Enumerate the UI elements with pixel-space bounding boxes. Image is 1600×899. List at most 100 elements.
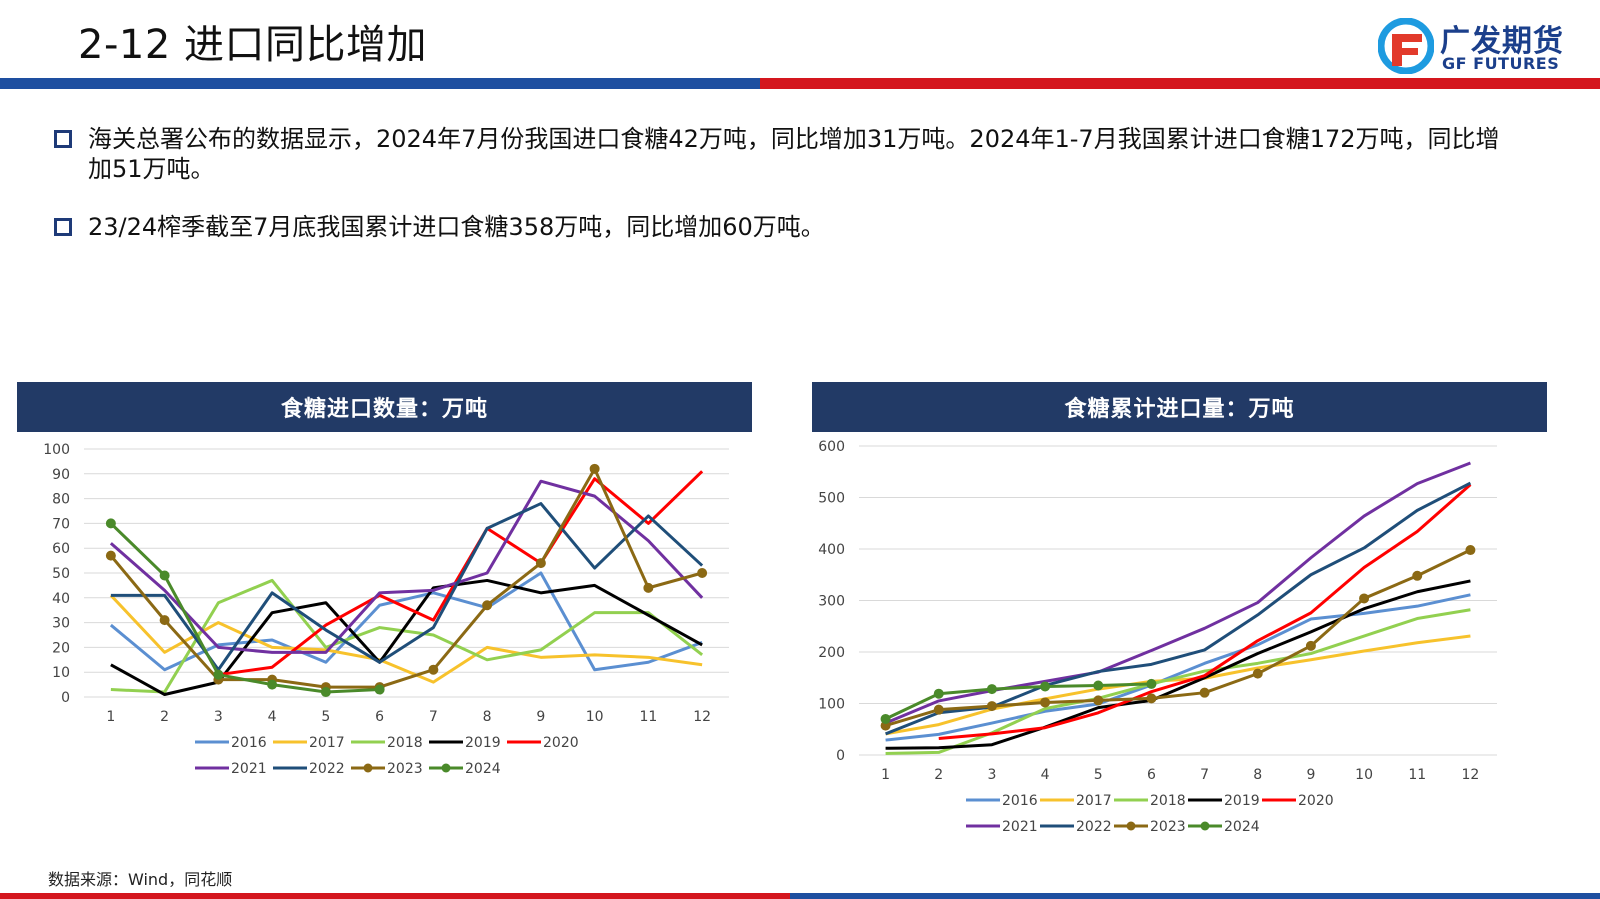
- data-point-2024: [880, 713, 891, 724]
- data-source-note: 数据来源：Wind，同花顺: [48, 870, 233, 889]
- x-tick-label: 7: [429, 709, 438, 725]
- bullet-list: 海关总署公布的数据显示，2024年7月份我国进口食糖42万吨，同比增加31万吨。…: [52, 124, 1502, 270]
- legend-label-2019: 2019: [465, 735, 501, 751]
- legend-marker-2024: [1200, 821, 1210, 831]
- bullet-square-icon: [54, 218, 72, 236]
- data-point-2023: [1093, 695, 1104, 706]
- data-point-2023: [986, 701, 997, 712]
- data-point-2023: [697, 568, 708, 578]
- legend-label-2024: 2024: [1224, 819, 1260, 835]
- bullet-item: 海关总署公布的数据显示，2024年7月份我国进口食糖42万吨，同比增加31万吨。…: [52, 124, 1502, 184]
- legend-label-2022: 2022: [1076, 819, 1112, 835]
- series-line-2020: [938, 483, 1472, 741]
- series-line-2018: [110, 578, 704, 694]
- x-tick-label: 8: [483, 709, 492, 725]
- data-point-2024: [320, 687, 331, 698]
- legend-label-2024: 2024: [465, 761, 501, 777]
- x-tick-label: 6: [375, 709, 384, 725]
- legend-label-2021: 2021: [231, 761, 267, 777]
- series-line-2021: [109, 479, 704, 654]
- data-point-2023: [643, 582, 654, 593]
- y-tick-label: 400: [818, 542, 845, 558]
- y-tick-label: 30: [52, 616, 70, 632]
- x-tick-label: 11: [639, 709, 657, 725]
- x-tick-label: 6: [1147, 767, 1156, 783]
- series-line-2021: [885, 461, 1471, 725]
- bullet-square-icon: [54, 130, 72, 148]
- y-tick-label: 10: [52, 665, 70, 681]
- data-point-2023: [428, 664, 439, 675]
- series-line-2019: [110, 578, 703, 697]
- y-tick-label: 0: [61, 690, 70, 706]
- legend-label-2021: 2021: [1002, 819, 1038, 835]
- series-line-2017: [109, 594, 703, 684]
- data-point-2023: [933, 704, 944, 715]
- x-tick-label: 2: [934, 767, 943, 783]
- y-tick-label: 50: [52, 566, 70, 582]
- data-point-2023: [1146, 693, 1157, 704]
- data-point-2024: [1146, 678, 1157, 689]
- data-point-2023: [1305, 640, 1316, 651]
- header-divider-red: [760, 78, 1600, 89]
- legend-label-2023: 2023: [1150, 819, 1186, 835]
- x-tick-label: 10: [1355, 767, 1373, 783]
- legend-label-2017: 2017: [1076, 793, 1112, 809]
- x-tick-label: 11: [1408, 767, 1426, 783]
- data-point-2023: [1252, 668, 1263, 679]
- data-point-2023: [105, 550, 116, 561]
- x-tick-label: 4: [1041, 767, 1050, 783]
- footer-divider-red: [0, 893, 790, 899]
- y-tick-label: 0: [836, 748, 845, 764]
- bullet-text: 海关总署公布的数据显示，2024年7月份我国进口食糖42万吨，同比增加31万吨。…: [88, 125, 1500, 183]
- y-tick-label: 100: [43, 442, 70, 458]
- logo-text-en: GF FUTURES: [1442, 54, 1560, 73]
- x-tick-label: 10: [586, 709, 604, 725]
- x-tick-label: 7: [1200, 767, 1209, 783]
- header-divider-blue: [0, 78, 760, 89]
- legend-label-2023: 2023: [387, 761, 423, 777]
- series-line-2019: [885, 579, 1471, 750]
- data-point-2023: [1465, 545, 1476, 556]
- legend-marker-2023: [1126, 821, 1136, 831]
- logo-text-cn: 广发期货: [1440, 24, 1564, 59]
- data-point-2024: [1040, 681, 1051, 692]
- series-line-2024: [109, 522, 380, 694]
- x-tick-label: 9: [1306, 767, 1315, 783]
- data-point-2023: [1199, 687, 1210, 698]
- legend-label-2017: 2017: [309, 735, 345, 751]
- x-tick-label: 12: [693, 709, 711, 725]
- data-point-2024: [105, 518, 116, 529]
- legend-marker-2023: [363, 763, 373, 773]
- bullet-item: 23/24榨季截至7月底我国累计进口食糖358万吨，同比增加60万吨。: [52, 212, 1502, 242]
- y-tick-label: 60: [52, 541, 70, 557]
- series-line-2018: [885, 608, 1471, 755]
- y-tick-label: 90: [52, 467, 70, 483]
- series-line-2024: [884, 682, 1152, 721]
- x-tick-label: 3: [214, 709, 223, 725]
- y-tick-label: 40: [52, 591, 70, 607]
- x-tick-label: 8: [1253, 767, 1262, 783]
- data-point-2024: [986, 684, 997, 695]
- y-tick-label: 80: [52, 492, 70, 508]
- y-tick-label: 70: [52, 516, 70, 532]
- x-tick-label: 3: [987, 767, 996, 783]
- legend-label-2019: 2019: [1224, 793, 1260, 809]
- data-point-2023: [1359, 593, 1370, 604]
- data-point-2024: [933, 688, 944, 699]
- series-line-2020: [218, 470, 704, 677]
- chart-right-title: 食糖累计进口量：万吨: [812, 382, 1547, 432]
- legend-label-2022: 2022: [309, 761, 345, 777]
- x-tick-label: 4: [268, 709, 277, 725]
- y-tick-label: 200: [818, 645, 845, 661]
- company-logo: 广发期货 GF FUTURES: [1378, 14, 1578, 78]
- data-point-2023: [1040, 697, 1051, 708]
- series-line-2016: [109, 571, 703, 672]
- series-line-2017: [885, 634, 1471, 736]
- x-tick-label: 12: [1462, 767, 1480, 783]
- chart-left-title: 食糖进口数量：万吨: [17, 382, 752, 432]
- footer-divider-blue: [790, 893, 1600, 899]
- series-line-2023: [885, 548, 1472, 728]
- x-tick-label: 1: [106, 709, 115, 725]
- data-point-2023: [535, 558, 546, 569]
